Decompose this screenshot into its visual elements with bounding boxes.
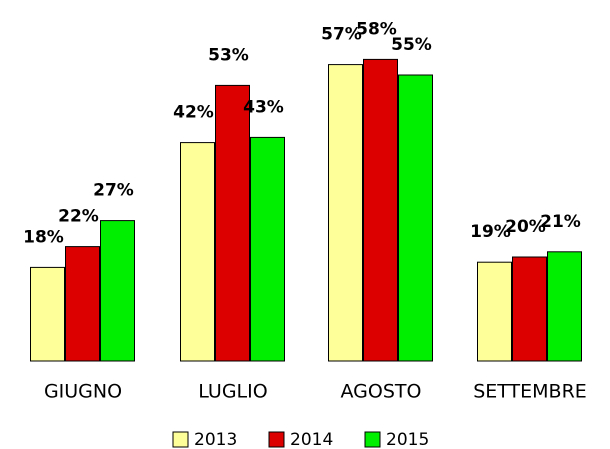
data-label: 53%: [208, 45, 249, 65]
bar: [65, 246, 100, 362]
bar: [30, 266, 65, 362]
bar: [363, 58, 398, 362]
data-label: 22%: [58, 207, 99, 227]
bar: [250, 136, 285, 362]
bar: [180, 142, 215, 362]
data-label: 27%: [93, 181, 134, 201]
legend-swatch: [364, 431, 381, 448]
legend-label: 2014: [290, 430, 333, 449]
data-label: 58%: [356, 19, 397, 39]
bar: [100, 220, 135, 362]
bar: [398, 74, 433, 362]
data-label: 20%: [505, 217, 546, 237]
bar: [328, 64, 363, 362]
x-tick-label: SETTEMBRE: [473, 381, 587, 403]
bar: [215, 84, 250, 362]
data-label: 55%: [391, 35, 432, 55]
legend-label: 2015: [386, 430, 429, 449]
data-label: 57%: [321, 25, 362, 45]
legend-swatch: [268, 431, 285, 448]
data-label: 43%: [243, 97, 284, 117]
x-tick-label: AGOSTO: [341, 381, 422, 403]
legend-label: 2013: [194, 430, 237, 449]
x-tick-label: GIUGNO: [44, 381, 122, 403]
data-label: 19%: [470, 222, 511, 242]
bar: [547, 251, 582, 362]
bar: [477, 261, 512, 362]
bar: [512, 256, 547, 362]
data-label: 42%: [173, 103, 214, 123]
legend-swatch: [172, 431, 189, 448]
x-tick-label: LUGLIO: [198, 381, 267, 403]
data-label: 21%: [540, 212, 581, 232]
data-label: 18%: [23, 227, 64, 247]
